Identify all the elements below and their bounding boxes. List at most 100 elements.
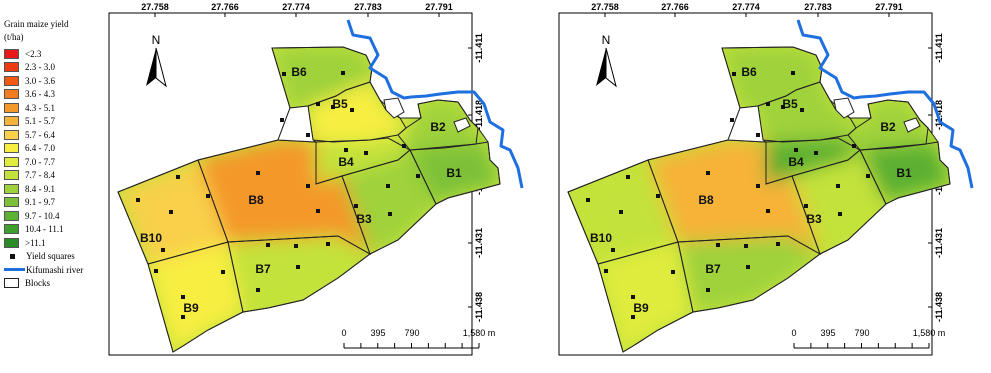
yield-square (732, 72, 736, 76)
yield-square (161, 248, 165, 252)
scale-label: 1,580 m (463, 328, 496, 338)
yield-zone-b5 (308, 82, 406, 142)
top-tick-label: 27.758 (141, 2, 169, 12)
yield-square (331, 105, 335, 109)
legend-class-label: 3.6 - 4.3 (25, 89, 55, 100)
yield-zone-b4 (766, 138, 860, 184)
legend-swatch (4, 237, 19, 248)
yield-square (706, 288, 710, 292)
yield-square (221, 270, 225, 274)
yield-square (800, 108, 804, 112)
yield-square (206, 194, 210, 198)
yield-square (794, 148, 798, 152)
north-arrow-icon (146, 47, 167, 88)
yield-zone-b9 (148, 242, 243, 352)
legend-class-label: 5.7 - 6.4 (25, 129, 55, 140)
yield-map-left: 27.758 27.766 27.774 27.783 27.791 -11.411 -11… (108, 0, 531, 368)
legend-swatch (4, 102, 19, 113)
legend-class-row: 5.1 - 5.7 (4, 115, 108, 129)
yield-zone-b3 (792, 150, 886, 254)
top-tick-label: 27.774 (732, 2, 760, 12)
legend-class-label: 2.3 - 3.0 (25, 62, 55, 73)
right-tick-label: -11.438 (474, 292, 484, 322)
legend-swatch (4, 210, 19, 221)
yield-square (316, 102, 320, 106)
yield-square (282, 72, 286, 76)
yield-square (744, 244, 748, 248)
legend-classes: <2.3 2.3 - 3.0 3.0 - 3.6 3.6 - 4.3 4.3 - 5.1… (4, 47, 108, 250)
scale-label: 395 (820, 328, 835, 338)
scale-label: 790 (854, 328, 869, 338)
yield-square (326, 242, 330, 246)
top-tick-label: 27.791 (875, 2, 903, 12)
block-label-b10: B10 (140, 231, 162, 245)
legend-swatch (4, 197, 19, 208)
legend-class-label: 8.4 - 9.1 (25, 183, 55, 194)
yield-zone-b1 (860, 142, 950, 204)
yield-square (716, 243, 720, 247)
yield-surface (118, 47, 500, 352)
legend-class-label: 10.4 - 11.1 (25, 224, 64, 235)
legend-class-row: 7.0 - 7.7 (4, 155, 108, 169)
yield-zone-b8 (198, 140, 370, 254)
yield-square (671, 270, 675, 274)
yield-square (619, 210, 623, 214)
yield-square (814, 151, 818, 155)
legend-class-row: 8.4 - 9.1 (4, 182, 108, 196)
yield-zone-b2 (398, 100, 478, 150)
yield-square (766, 102, 770, 106)
yield-square (756, 184, 760, 188)
legend-class-row: 7.7 - 8.4 (4, 169, 108, 183)
top-tick-label: 27.791 (425, 2, 453, 12)
legend-class-label: 9.7 - 10.4 (25, 210, 60, 221)
non-field-area (383, 97, 405, 119)
yield-blur-layer (118, 47, 500, 352)
non-field-area (833, 97, 855, 119)
block-label-b3: B3 (356, 212, 372, 226)
block-label-b5: B5 (782, 97, 798, 111)
block-label-b4: B4 (788, 155, 804, 169)
legend-title-line1: Grain maize yield (4, 19, 69, 29)
legend-blocks-label: Blocks (25, 278, 51, 289)
yield-square (354, 204, 358, 208)
yield-zone-b4 (316, 138, 410, 184)
block-label-b5: B5 (332, 97, 348, 111)
block-label-b6: B6 (741, 65, 757, 79)
yield-square (804, 204, 808, 208)
yield-square (154, 269, 158, 273)
legend-swatch (4, 224, 19, 235)
yield-square (866, 174, 870, 178)
yield-square (631, 295, 635, 299)
top-tick-label: 27.783 (804, 2, 832, 12)
yield-map-svg: 27.758 27.766 27.774 27.783 27.791 -11.411 -11… (108, 2, 524, 356)
yield-square (388, 212, 392, 216)
right-tick-label: -11.431 (474, 228, 484, 258)
yield-square (181, 295, 185, 299)
yield-square (181, 315, 185, 319)
right-tick-label: -11.411 (474, 33, 484, 63)
non-field-area (453, 117, 471, 133)
yield-map-svg: 27.758 27.766 27.774 27.783 27.791 -11.411 -11… (558, 2, 974, 356)
yield-zone-b6 (722, 47, 822, 108)
yield-square (416, 174, 420, 178)
block-label-b9: B9 (183, 301, 199, 315)
legend-class-label: 6.4 - 7.0 (25, 143, 55, 154)
legend-class-row: 5.7 - 6.4 (4, 128, 108, 142)
right-tick-label: -11.438 (934, 292, 944, 322)
legend-class-row: 2.3 - 3.0 (4, 61, 108, 75)
legend-class-label: 7.0 - 7.7 (25, 156, 55, 167)
yield-square (294, 244, 298, 248)
legend-swatch (4, 75, 19, 86)
right-tick-label: -11.418 (474, 100, 484, 130)
yield-square (296, 265, 300, 269)
yield-square (306, 184, 310, 188)
block-label-b8: B8 (248, 193, 264, 207)
legend-title: Grain maize yield (t/ha) (4, 18, 108, 44)
yield-square (791, 71, 795, 75)
map-legend: Grain maize yield (t/ha) <2.3 2.3 - 3.0 3.… (4, 18, 108, 290)
kifumashi-river (346, 19, 524, 189)
legend-yield-squares-label: Yield squares (26, 251, 75, 262)
yield-zone-b7 (678, 236, 820, 312)
legend-swatch (4, 129, 19, 140)
yield-zone-b5 (758, 82, 856, 142)
